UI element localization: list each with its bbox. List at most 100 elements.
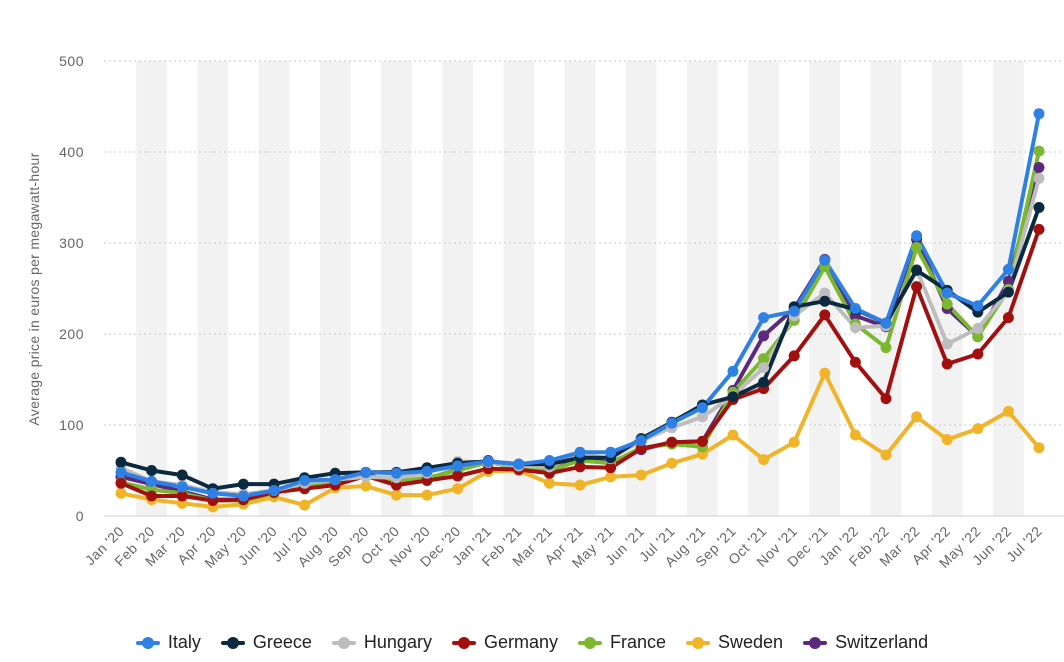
data-point-switzerland[interactable]: [758, 330, 770, 342]
data-point-italy[interactable]: [543, 454, 555, 466]
data-point-sweden[interactable]: [1033, 442, 1045, 454]
data-point-france[interactable]: [1033, 145, 1045, 157]
data-point-italy[interactable]: [911, 230, 923, 242]
data-point-italy[interactable]: [176, 481, 188, 493]
data-point-hungary[interactable]: [819, 287, 831, 299]
legend-item-hungary[interactable]: Hungary: [331, 632, 432, 653]
data-point-hungary[interactable]: [941, 338, 953, 350]
data-point-italy[interactable]: [421, 465, 433, 477]
data-point-sweden[interactable]: [421, 489, 433, 501]
data-point-germany[interactable]: [972, 348, 984, 360]
data-point-germany[interactable]: [911, 281, 923, 293]
data-point-sweden[interactable]: [911, 411, 923, 423]
data-point-sweden[interactable]: [543, 477, 555, 489]
legend-item-greece[interactable]: Greece: [220, 632, 312, 653]
data-point-italy[interactable]: [268, 485, 280, 497]
data-point-italy[interactable]: [758, 312, 770, 324]
data-point-italy[interactable]: [635, 434, 647, 446]
data-point-sweden[interactable]: [972, 423, 984, 435]
data-point-germany[interactable]: [176, 490, 188, 502]
data-point-hungary[interactable]: [972, 323, 984, 335]
data-point-sweden[interactable]: [390, 489, 402, 501]
data-point-germany[interactable]: [696, 435, 708, 447]
legend-item-germany[interactable]: Germany: [451, 632, 558, 653]
data-point-sweden[interactable]: [574, 479, 586, 491]
data-point-italy[interactable]: [452, 460, 464, 472]
data-point-greece[interactable]: [237, 478, 249, 490]
data-point-sweden[interactable]: [1002, 405, 1014, 417]
data-point-hungary[interactable]: [696, 411, 708, 423]
data-point-italy[interactable]: [880, 317, 892, 329]
data-point-sweden[interactable]: [299, 499, 311, 511]
data-point-hungary[interactable]: [758, 362, 770, 374]
data-point-germany[interactable]: [819, 309, 831, 321]
data-point-germany[interactable]: [1033, 223, 1045, 235]
data-point-greece[interactable]: [146, 465, 158, 476]
data-point-germany[interactable]: [452, 470, 464, 482]
data-point-italy[interactable]: [849, 303, 861, 315]
data-point-sweden[interactable]: [452, 483, 464, 495]
data-point-sweden[interactable]: [880, 449, 892, 461]
data-point-italy[interactable]: [207, 487, 219, 499]
data-point-italy[interactable]: [605, 446, 617, 458]
data-point-germany[interactable]: [574, 461, 586, 473]
data-point-france[interactable]: [911, 242, 923, 254]
data-point-italy[interactable]: [819, 254, 831, 266]
data-point-greece[interactable]: [727, 391, 739, 403]
data-point-italy[interactable]: [482, 455, 494, 467]
data-point-italy[interactable]: [972, 300, 984, 312]
data-point-greece[interactable]: [176, 469, 188, 481]
data-point-sweden[interactable]: [666, 457, 678, 469]
data-point-switzerland[interactable]: [1002, 275, 1014, 287]
data-point-germany[interactable]: [146, 490, 158, 502]
data-point-germany[interactable]: [605, 462, 617, 474]
data-point-france[interactable]: [941, 298, 953, 310]
data-point-germany[interactable]: [115, 477, 127, 489]
data-point-italy[interactable]: [696, 402, 708, 414]
data-point-italy[interactable]: [115, 466, 127, 478]
data-point-sweden[interactable]: [819, 367, 831, 379]
data-point-greece[interactable]: [1033, 202, 1045, 214]
data-point-sweden[interactable]: [360, 480, 372, 492]
data-point-sweden[interactable]: [115, 487, 127, 499]
data-point-sweden[interactable]: [605, 471, 617, 483]
data-point-italy[interactable]: [727, 365, 739, 377]
legend-item-france[interactable]: France: [577, 632, 666, 653]
data-point-greece[interactable]: [911, 264, 923, 276]
data-point-greece[interactable]: [1002, 286, 1014, 298]
data-point-italy[interactable]: [1033, 108, 1045, 120]
data-point-germany[interactable]: [849, 356, 861, 368]
data-point-germany[interactable]: [941, 358, 953, 370]
data-point-italy[interactable]: [360, 466, 372, 478]
data-point-germany[interactable]: [788, 350, 800, 362]
legend-item-switzerland[interactable]: Switzerland: [803, 632, 928, 653]
data-point-sweden[interactable]: [849, 429, 861, 441]
data-point-sweden[interactable]: [635, 469, 647, 481]
data-point-sweden[interactable]: [727, 429, 739, 441]
data-point-germany[interactable]: [635, 443, 647, 455]
data-point-italy[interactable]: [941, 287, 953, 299]
data-point-sweden[interactable]: [941, 434, 953, 446]
data-point-greece[interactable]: [115, 456, 127, 468]
data-point-italy[interactable]: [329, 474, 341, 486]
data-point-greece[interactable]: [758, 376, 770, 388]
data-point-sweden[interactable]: [758, 454, 770, 466]
data-point-sweden[interactable]: [788, 436, 800, 448]
data-point-italy[interactable]: [513, 458, 525, 470]
data-point-italy[interactable]: [574, 446, 586, 458]
data-point-italy[interactable]: [146, 475, 158, 487]
data-point-switzerland[interactable]: [1033, 161, 1045, 173]
data-point-france[interactable]: [758, 353, 770, 365]
data-point-italy[interactable]: [788, 305, 800, 317]
data-point-germany[interactable]: [880, 393, 892, 405]
data-point-france[interactable]: [972, 331, 984, 343]
data-point-italy[interactable]: [1002, 263, 1014, 275]
legend-item-sweden[interactable]: Sweden: [686, 632, 783, 653]
data-point-italy[interactable]: [390, 467, 402, 479]
data-point-germany[interactable]: [666, 436, 678, 448]
data-point-italy[interactable]: [237, 490, 249, 502]
data-point-italy[interactable]: [666, 417, 678, 429]
legend-item-italy[interactable]: Italy: [135, 632, 201, 653]
data-point-germany[interactable]: [1002, 312, 1014, 324]
data-point-italy[interactable]: [299, 475, 311, 487]
